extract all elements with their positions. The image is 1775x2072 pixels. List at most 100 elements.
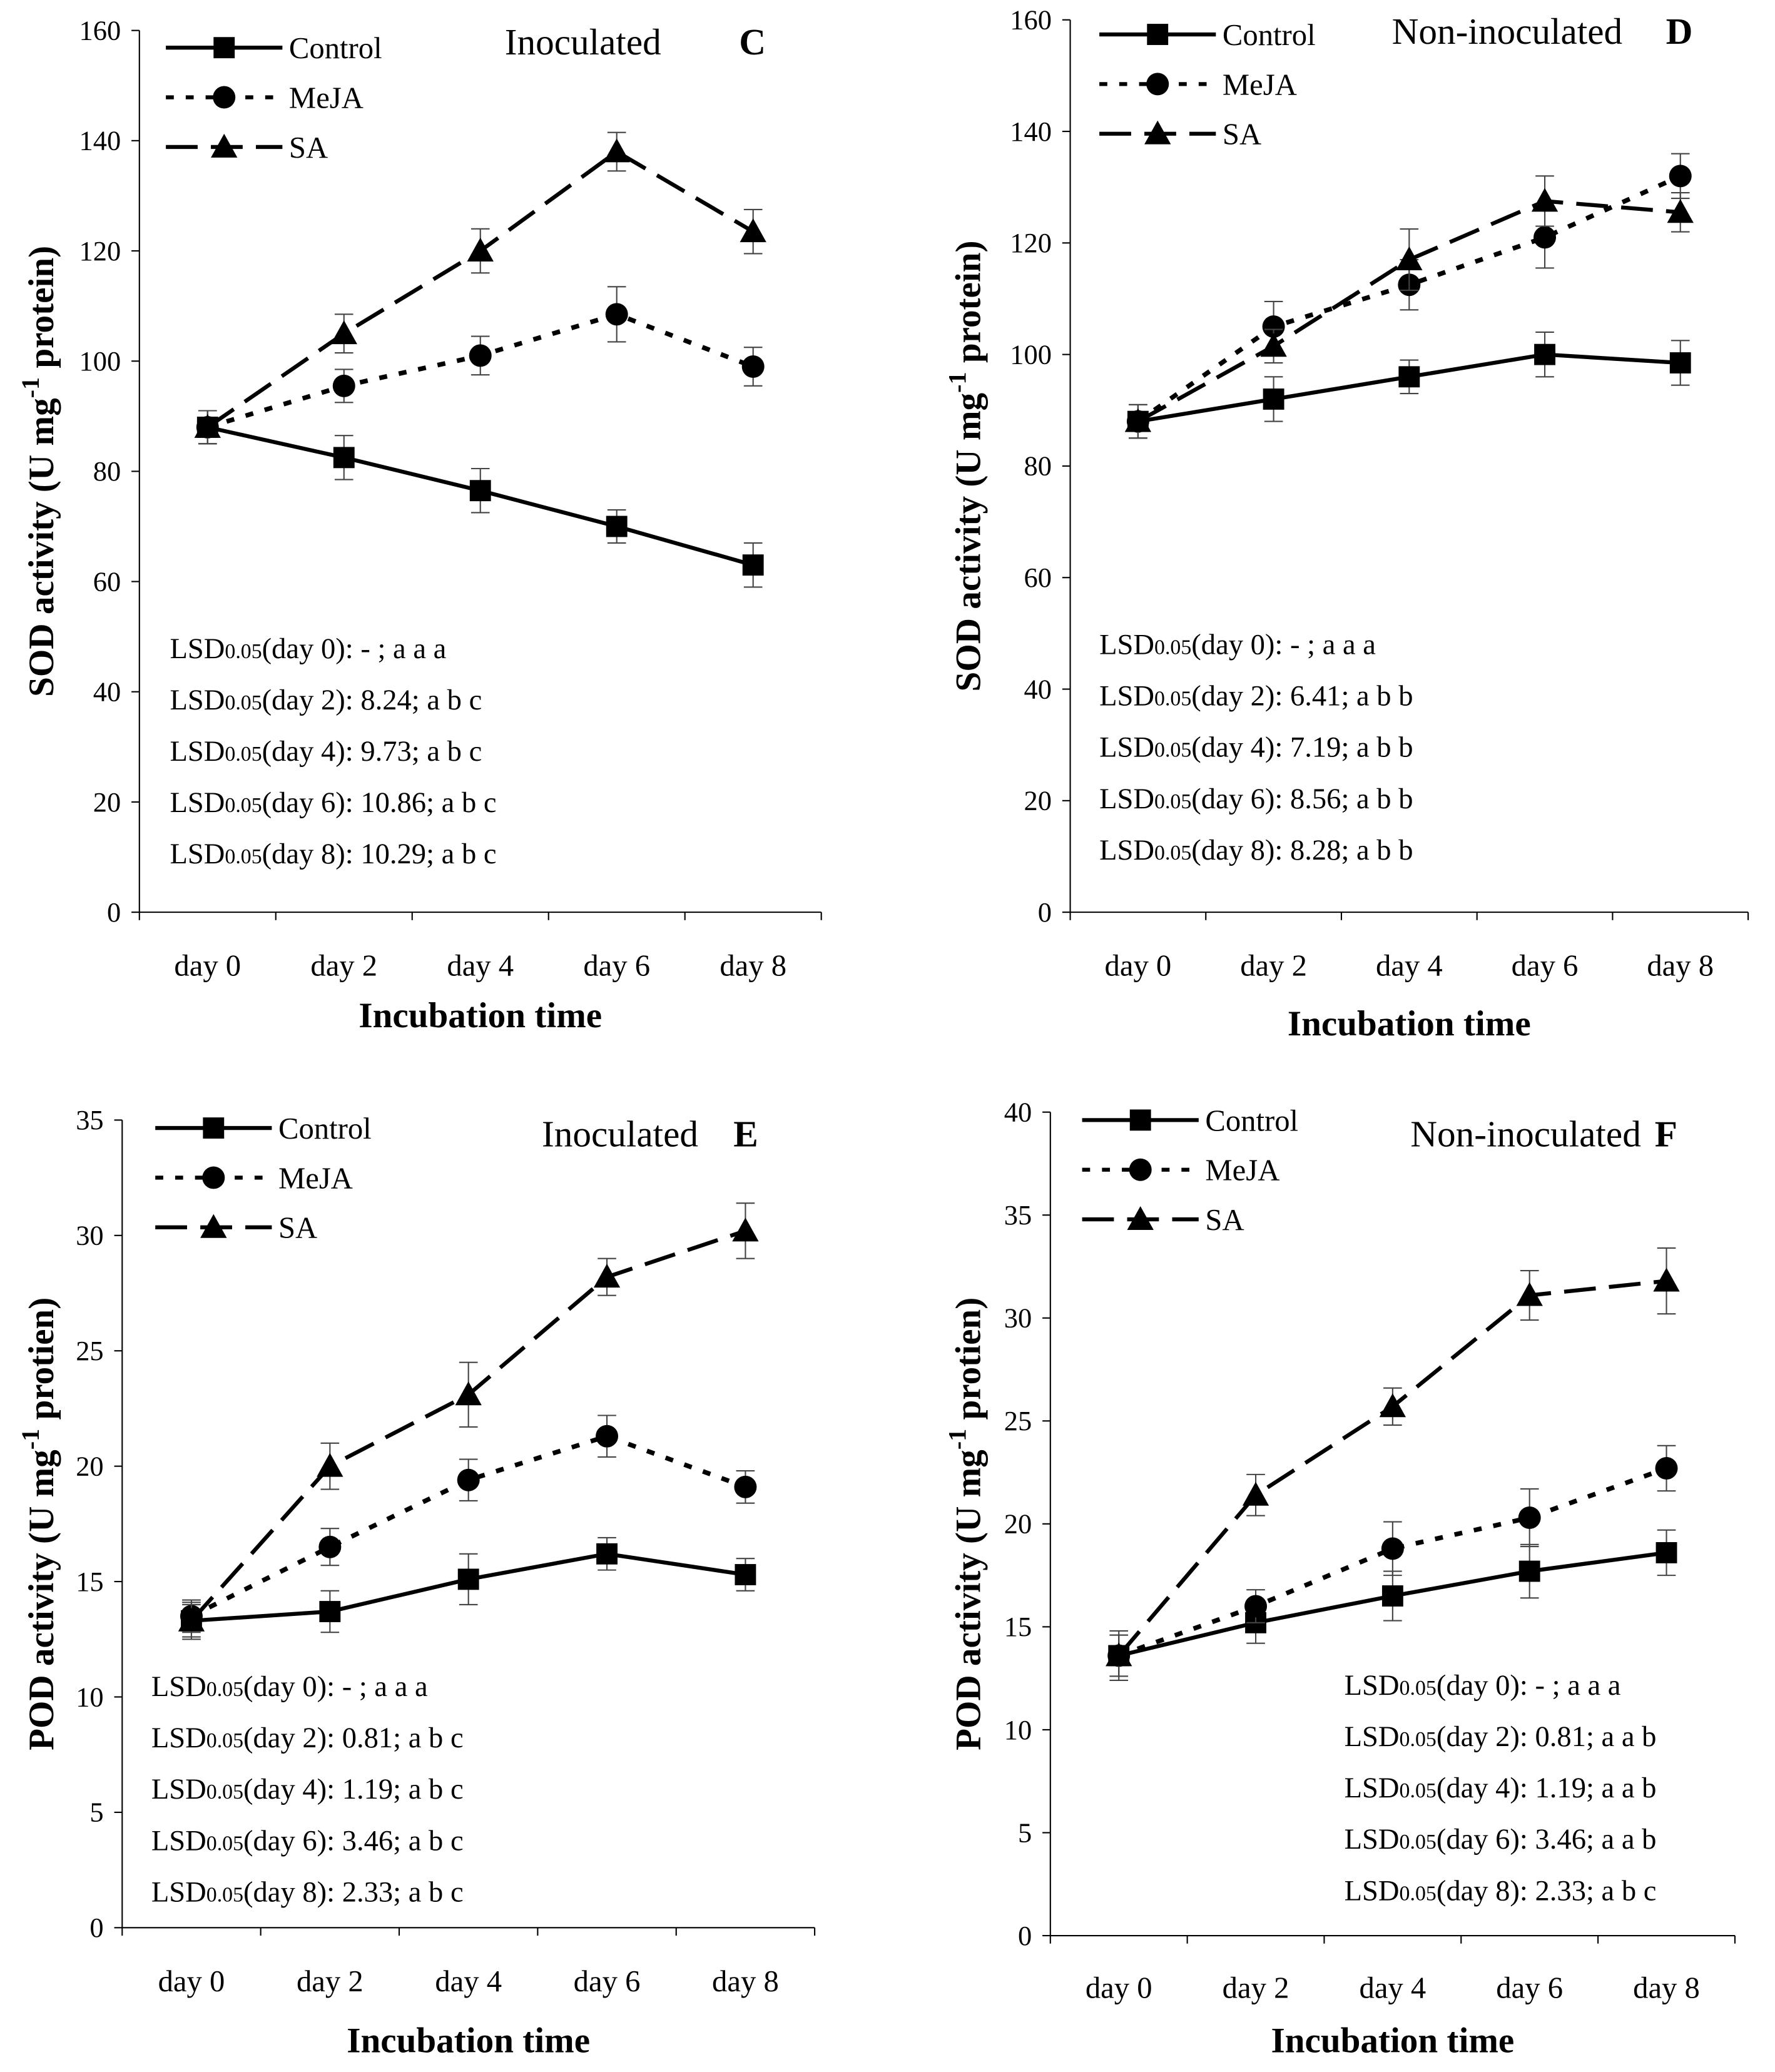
circle-marker [1655,1457,1678,1480]
circle-marker [1533,226,1557,249]
triangle-marker [732,1217,759,1242]
lsd-prefix: LSD [170,736,225,768]
y-tick-label: 5 [1018,1817,1032,1848]
lsd-prefix: LSD [151,1722,206,1754]
lsd-subscript: 0.05 [225,640,262,663]
y-tick-label: 0 [1038,896,1052,928]
y-axis-label-main: SOD activity (U mg [949,393,989,692]
square-marker [203,1117,225,1139]
lsd-text: (day 6): 3.46; a b c [243,1825,464,1857]
panel-letter: C [739,21,766,63]
y-axis-label-sup: -1 [943,1429,971,1450]
circle-marker [1518,1506,1541,1529]
y-tick-label: 30 [1004,1303,1032,1334]
square-marker [606,515,628,537]
triangle-marker [740,218,766,243]
x-tick-label: day 2 [310,949,377,983]
lsd-text: (day 0): - ; a a a [262,633,447,665]
lsd-annotation: LSD0.05(day 4): 9.73; a b c [170,736,482,768]
y-tick-label: 25 [76,1335,103,1366]
circle-marker [1669,165,1692,188]
lsd-prefix: LSD [170,787,225,819]
lsd-annotation: LSD0.05(day 2): 6.41; a b b [1099,681,1413,713]
lsd-subscript: 0.05 [1154,636,1191,659]
y-axis-label: POD activity (U mg-1 protien) [16,1298,61,1750]
legend-label-sa: SA [289,131,328,165]
triangle-marker [1106,1642,1132,1667]
x-tick-label: day 2 [1240,949,1307,983]
series-sa [1106,1247,1680,1677]
lsd-annotation: LSD0.05(day 2): 0.81; a a b [1345,1721,1657,1753]
series-line [1117,1466,1667,1658]
triangle-marker [1531,188,1559,212]
y-axis-label-sup: -1 [943,372,971,392]
lsd-text: (day 2): 0.81; a a b [1437,1721,1657,1753]
series-sa [1124,175,1694,439]
y-tick-label: 0 [107,896,121,928]
legend-label-meja: MeJA [1223,68,1297,101]
y-tick-label: 20 [1024,785,1051,816]
triangle-marker [178,1607,205,1632]
series-sa [178,1202,759,1638]
circle-marker [457,1468,480,1491]
x-tick-label: day 4 [1359,1971,1426,2004]
legend-label-control: Control [1205,1104,1298,1137]
lsd-annotation: LSD0.05(day 6): 3.46; a a b [1345,1824,1657,1856]
lsd-prefix: LSD [1345,1824,1400,1856]
y-tick-label: 35 [1004,1199,1032,1231]
chart-panel-F: 0 5 10 15 20 25 30 35 40 day 0 day 2 day 4 day 6 day … [943,1097,1736,2060]
legend-label-meja: MeJA [278,1161,353,1195]
triangle-marker [603,138,630,163]
panel-subtitle: Non-inoculated [1410,1114,1641,1155]
lsd-prefix: LSD [1345,1875,1400,1907]
circle-marker [741,355,765,378]
lsd-prefix: LSD [1099,681,1154,713]
lsd-prefix: LSD [151,1825,206,1857]
y-tick-label: 140 [1010,116,1052,147]
triangle-marker [330,320,357,345]
circle-marker [605,303,628,326]
lsd-prefix: LSD [151,1671,206,1703]
square-marker [1263,388,1284,410]
lsd-subscript: 0.05 [1400,1728,1437,1751]
lsd-annotation: LSD0.05(day 8): 10.29; a b c [170,838,496,870]
circle-marker [734,1475,757,1498]
panel-subtitle: Non-inoculated [1392,11,1623,52]
series-control [196,410,764,588]
square-marker [333,447,355,469]
x-axis-label: Incubation time [359,996,602,1035]
circle-marker [1381,1537,1404,1560]
x-tick-label: day 2 [1223,1971,1289,2004]
y-tick-label: 100 [79,345,121,377]
y-axis-label-sup: -1 [16,1429,44,1450]
lsd-prefix: LSD [1345,1721,1400,1753]
series-meja [196,286,765,445]
y-tick-label: 0 [89,1912,103,1943]
series-line [1136,173,1682,424]
triangle-marker [1667,199,1694,223]
lsd-text: (day 0): - ; a a a [1191,629,1376,661]
triangle-marker [593,1264,621,1288]
chart-panel-E: 0 5 10 15 20 25 30 35 day 0 day 2 day 4 day 6 day 8 I… [16,1104,816,2060]
lsd-annotation: LSD0.05(day 0): - ; a a a [151,1671,428,1703]
triangle-marker [1127,1206,1154,1231]
lsd-annotation: LSD0.05(day 2): 8.24; a b c [170,684,482,716]
triangle-marker [1260,333,1287,357]
lsd-prefix: LSD [1345,1772,1400,1804]
y-tick-label: 0 [1018,1920,1032,1951]
y-tick-label: 80 [93,455,121,487]
y-tick-label: 100 [1010,338,1052,370]
circle-marker [1262,315,1285,338]
circle-marker [1244,1595,1268,1618]
chart-panel-D: 0 20 40 60 80 100 120 140 160 day 0 day 2 day 4 day … [943,4,1749,1044]
square-marker [1129,1109,1151,1131]
series-control [1127,331,1691,439]
y-axis-label: POD activity (U mg-1 protien) [943,1298,988,1750]
x-tick-label: day 6 [1512,949,1579,983]
lsd-prefix: LSD [1345,1670,1400,1702]
triangle-marker [200,1214,227,1238]
x-tick-label: day 6 [1496,1971,1563,2004]
x-tick-label: day 0 [1086,1971,1152,2004]
triangle-marker [455,1381,482,1406]
